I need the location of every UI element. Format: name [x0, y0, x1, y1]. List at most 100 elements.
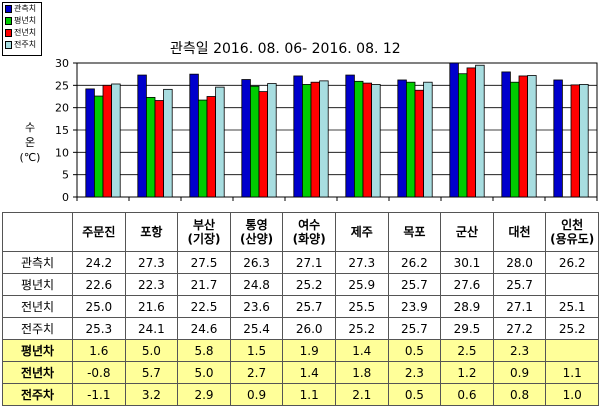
bar [553, 79, 563, 198]
bar [293, 75, 303, 198]
table-cell: 5.8 [177, 339, 231, 362]
table-cell: 27.3 [124, 251, 179, 274]
row-label: 전주차 [2, 383, 73, 406]
legend-swatch [5, 29, 12, 37]
table-row: 전년치 25.0 21.6 22.5 23.6 25.7 25.5 23.9 28.9 27.1 2… [2, 295, 599, 318]
bar [94, 95, 104, 198]
table-cell: 2.9 [177, 383, 231, 406]
table-cell: 1.6 [72, 339, 126, 362]
table-cell: 27.2 [492, 317, 547, 340]
table-cell: 24.6 [177, 317, 231, 340]
bar [405, 81, 416, 198]
table-cell: 27.5 [177, 251, 231, 274]
column-header: 부산 (기장) [177, 212, 231, 252]
table-cell: 1.2 [440, 361, 494, 384]
row-label: 전년차 [2, 361, 73, 384]
bar [509, 81, 520, 198]
legend-label: 관측치 [14, 4, 37, 13]
legend-item: 평년치 [3, 15, 41, 27]
bar [85, 88, 95, 198]
table-cell: -1.1 [72, 383, 126, 406]
table-cell: 25.3 [72, 317, 126, 340]
table-cell: 1.1 [545, 361, 599, 384]
column-header: 대천 [492, 212, 547, 252]
table-cell: 2.7 [229, 361, 284, 384]
y-tick-label: 30 [55, 57, 69, 70]
table-cell: 25.0 [72, 295, 126, 318]
legend-item: 전년치 [3, 27, 41, 39]
column-header: 군산 [440, 212, 494, 252]
row-label: 전주치 [2, 317, 73, 340]
chart-svg: 0 5 10 15 20 25 30 [55, 57, 598, 204]
column-header: 포항 [124, 212, 179, 252]
table-row: 평년차 1.6 5.0 5.8 1.5 1.9 1.4 0.5 2.5 2.3 [2, 339, 599, 362]
bar [258, 91, 269, 198]
table-cell: 25.2 [334, 317, 389, 340]
y-tick-label: 20 [55, 102, 69, 115]
table-cell: 0.5 [387, 383, 442, 406]
table-row: 평년치 22.6 22.3 21.7 24.8 25.2 25.9 25.7 27.6 25.7 [2, 273, 599, 296]
bar [319, 80, 329, 198]
row-label: 평년치 [2, 273, 73, 296]
table-cell: 27.1 [282, 251, 336, 274]
table-cell: 25.1 [545, 295, 599, 318]
table-cell: 25.2 [282, 273, 336, 296]
bar [154, 100, 165, 198]
y-axis-label-line: 수 [24, 121, 36, 134]
bar [397, 79, 407, 198]
bar [423, 81, 433, 198]
bar [197, 99, 208, 198]
bar [449, 62, 459, 198]
table-row: 관측치 24.2 27.3 27.5 26.3 27.1 27.3 26.2 30.1 28.0 2… [2, 251, 599, 274]
bar [163, 88, 173, 198]
bar [345, 74, 355, 198]
table-cell: 1.1 [282, 383, 336, 406]
table-cell: -0.8 [72, 361, 126, 384]
table-cell: 26.3 [229, 251, 284, 274]
table-cell: 30.1 [440, 251, 494, 274]
row-label: 전년치 [2, 295, 73, 318]
column-header: 통영 (산양) [229, 212, 284, 252]
bar [457, 73, 468, 198]
table-cell: 24.2 [72, 251, 126, 274]
bar [475, 64, 485, 198]
bar [353, 80, 364, 198]
table-cell [545, 273, 599, 296]
table-cell: 25.9 [334, 273, 389, 296]
table-cell: 1.5 [229, 339, 284, 362]
row-label: 평년차 [2, 339, 73, 362]
table-cell [545, 339, 599, 362]
table-cell: 25.5 [334, 295, 389, 318]
bar [466, 67, 477, 198]
table-cell: 23.9 [387, 295, 442, 318]
bar [414, 89, 425, 198]
table-cell: 25.4 [229, 317, 284, 340]
table-cell: 23.6 [229, 295, 284, 318]
table-row: 전년차 -0.8 5.7 5.0 2.7 1.4 1.8 2.3 1.2 0.9 1.1 [2, 361, 599, 384]
bar [518, 75, 529, 198]
bar [102, 84, 113, 198]
chart-title: 관측일 2016. 08. 06- 2016. 08. 12 [170, 41, 401, 57]
table-cell: 24.1 [124, 317, 179, 340]
table-cell: 26.2 [545, 251, 599, 274]
table-cell: 2.3 [387, 361, 442, 384]
table-cell: 22.6 [72, 273, 126, 296]
legend-swatch [5, 17, 12, 25]
table-cell: 1.9 [282, 339, 336, 362]
table-cell: 27.3 [334, 251, 389, 274]
table-cell: 28.9 [440, 295, 494, 318]
legend-item: 전주치 [3, 39, 41, 51]
table-cell: 21.6 [124, 295, 179, 318]
bar [249, 85, 260, 198]
column-header: 여수 (화양) [282, 212, 336, 252]
bar [570, 84, 581, 198]
bar [206, 96, 217, 198]
table-cell: 25.7 [282, 295, 336, 318]
legend-item: 관측치 [3, 3, 41, 15]
table-cell: 25.7 [387, 317, 442, 340]
table-cell: 29.5 [440, 317, 494, 340]
y-tick-label: 15 [55, 124, 69, 137]
table-cell: 0.9 [229, 383, 284, 406]
table-cell: 5.7 [124, 361, 179, 384]
